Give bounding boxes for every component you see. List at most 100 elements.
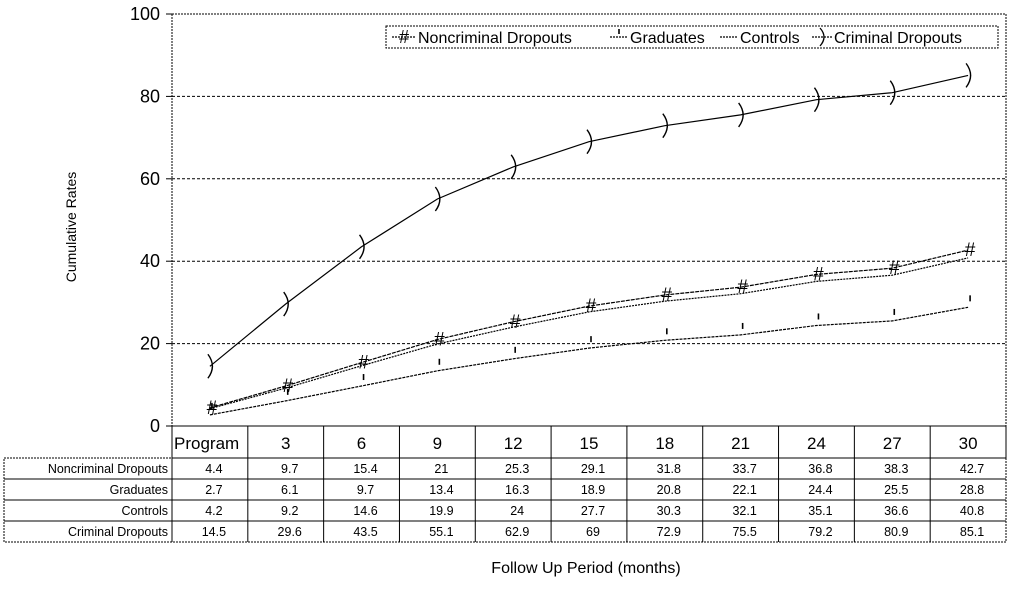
marker-noncriminal-dropouts: #: [662, 285, 673, 306]
y-tick-label: 0: [150, 416, 160, 436]
marker-criminal-dropouts: [510, 154, 517, 180]
data-label: 2.7: [205, 483, 222, 497]
marker-noncriminal-dropouts: #: [434, 329, 445, 350]
data-label: 4.2: [205, 504, 222, 518]
y-axis-title: Cumulative Rates: [63, 172, 79, 283]
marker-criminal-dropouts: [586, 129, 593, 155]
marker-criminal-dropouts: [813, 87, 820, 113]
marker-noncriminal-dropouts: #: [282, 376, 293, 397]
data-label: 33.7: [732, 462, 756, 476]
y-tick-label: 100: [130, 4, 160, 24]
marker-noncriminal-dropouts: #: [813, 264, 824, 285]
data-label: 32.1: [732, 504, 756, 518]
data-label: 28.8: [960, 483, 984, 497]
marker-criminal-dropouts: [358, 234, 365, 260]
marker-noncriminal-dropouts: #: [358, 353, 369, 374]
series-line-controls: [209, 257, 969, 410]
marker-criminal-dropouts: [283, 291, 289, 317]
data-label: 14.5: [202, 525, 226, 539]
table-row-header: Controls: [121, 504, 168, 518]
x-category-label: 24: [807, 434, 826, 453]
y-axis: 0 20 40 60 80 100: [130, 4, 172, 436]
marker-noncriminal-dropouts: #: [889, 258, 900, 279]
data-label: 72.9: [657, 525, 681, 539]
data-label: 30.3: [657, 504, 681, 518]
legend-marker-noncriminal-dropouts: #: [399, 27, 409, 47]
legend-frame: [385, 25, 999, 49]
data-label: 24: [510, 504, 524, 518]
data-label: 24.4: [808, 483, 832, 497]
data-label: 4.4: [205, 462, 222, 476]
marker-criminal-dropouts: [738, 102, 744, 128]
marker-criminal-dropouts: [662, 113, 669, 139]
data-label: 42.7: [960, 462, 984, 476]
data-label: 21: [434, 462, 448, 476]
data-label: 79.2: [808, 525, 832, 539]
data-label: 38.3: [884, 462, 908, 476]
data-label: 27.7: [581, 504, 605, 518]
y-tick-label: 40: [140, 251, 160, 271]
data-label: 55.1: [429, 525, 453, 539]
data-label: 6.1: [281, 483, 298, 497]
data-label: 9.7: [357, 483, 374, 497]
legend-label-controls: Controls: [740, 30, 800, 47]
x-category-label: 9: [433, 434, 442, 453]
x-category-label: 18: [655, 434, 674, 453]
plot-area: [171, 13, 1007, 427]
legend-label-noncriminal-dropouts: Noncriminal Dropouts: [418, 30, 572, 47]
data-label: 40.8: [960, 504, 984, 518]
series-line-noncriminal-dropouts: [209, 249, 969, 409]
legend: # Noncriminal Dropouts Graduates Controls Cr…: [385, 25, 999, 49]
series-lines: [209, 74, 969, 416]
y-tick-label: 60: [140, 169, 160, 189]
marker-criminal-dropouts: [889, 80, 896, 106]
marker-criminal-dropouts: [965, 62, 972, 88]
data-label: 20.8: [657, 483, 681, 497]
table-row-header: Noncriminal Dropouts: [48, 462, 168, 476]
x-category-label: 21: [731, 434, 750, 453]
x-category-label: Program: [174, 434, 239, 453]
data-label: 36.6: [884, 504, 908, 518]
data-label: 75.5: [732, 525, 756, 539]
data-label: 31.8: [657, 462, 681, 476]
legend-marker-criminal-dropouts: [819, 27, 825, 47]
data-label: 19.9: [429, 504, 453, 518]
table-row-frame: [3, 520, 1007, 543]
marker-noncriminal-dropouts: #: [965, 240, 976, 261]
marker-noncriminal-dropouts: #: [510, 312, 521, 333]
y-tick-label: 80: [140, 86, 160, 106]
marker-criminal-dropouts: [434, 186, 441, 212]
data-label: 15.4: [353, 462, 377, 476]
data-label: 29.6: [278, 525, 302, 539]
x-category-label: 6: [357, 434, 366, 453]
table-row-header: Graduates: [110, 483, 168, 497]
data-label: 18.9: [581, 483, 605, 497]
legend-label-graduates: Graduates: [630, 30, 705, 47]
data-label: 13.4: [429, 483, 453, 497]
data-label: 43.5: [353, 525, 377, 539]
data-label: 16.3: [505, 483, 529, 497]
x-category-label: 3: [281, 434, 290, 453]
data-label: 9.7: [281, 462, 298, 476]
x-category-label: 27: [883, 434, 902, 453]
data-label: 69: [586, 525, 600, 539]
marker-noncriminal-dropouts: #: [586, 296, 597, 317]
data-label: 62.9: [505, 525, 529, 539]
data-label: 29.1: [581, 462, 605, 476]
x-category-label: 30: [959, 434, 978, 453]
data-label: 22.1: [732, 483, 756, 497]
data-label: 85.1: [960, 525, 984, 539]
x-category-label: 12: [504, 434, 523, 453]
marker-criminal-dropouts: [207, 353, 214, 379]
data-label: 25.3: [505, 462, 529, 476]
data-label: 14.6: [353, 504, 377, 518]
legend-label-criminal-dropouts: Criminal Dropouts: [834, 30, 962, 47]
data-label: 9.2: [281, 504, 298, 518]
series-markers: ###########: [207, 62, 976, 419]
gridlines: [172, 95, 1006, 345]
series-line-criminal-dropouts: [209, 74, 969, 367]
y-tick-label: 20: [140, 334, 160, 354]
x-axis-title: Follow Up Period (months): [491, 560, 680, 577]
